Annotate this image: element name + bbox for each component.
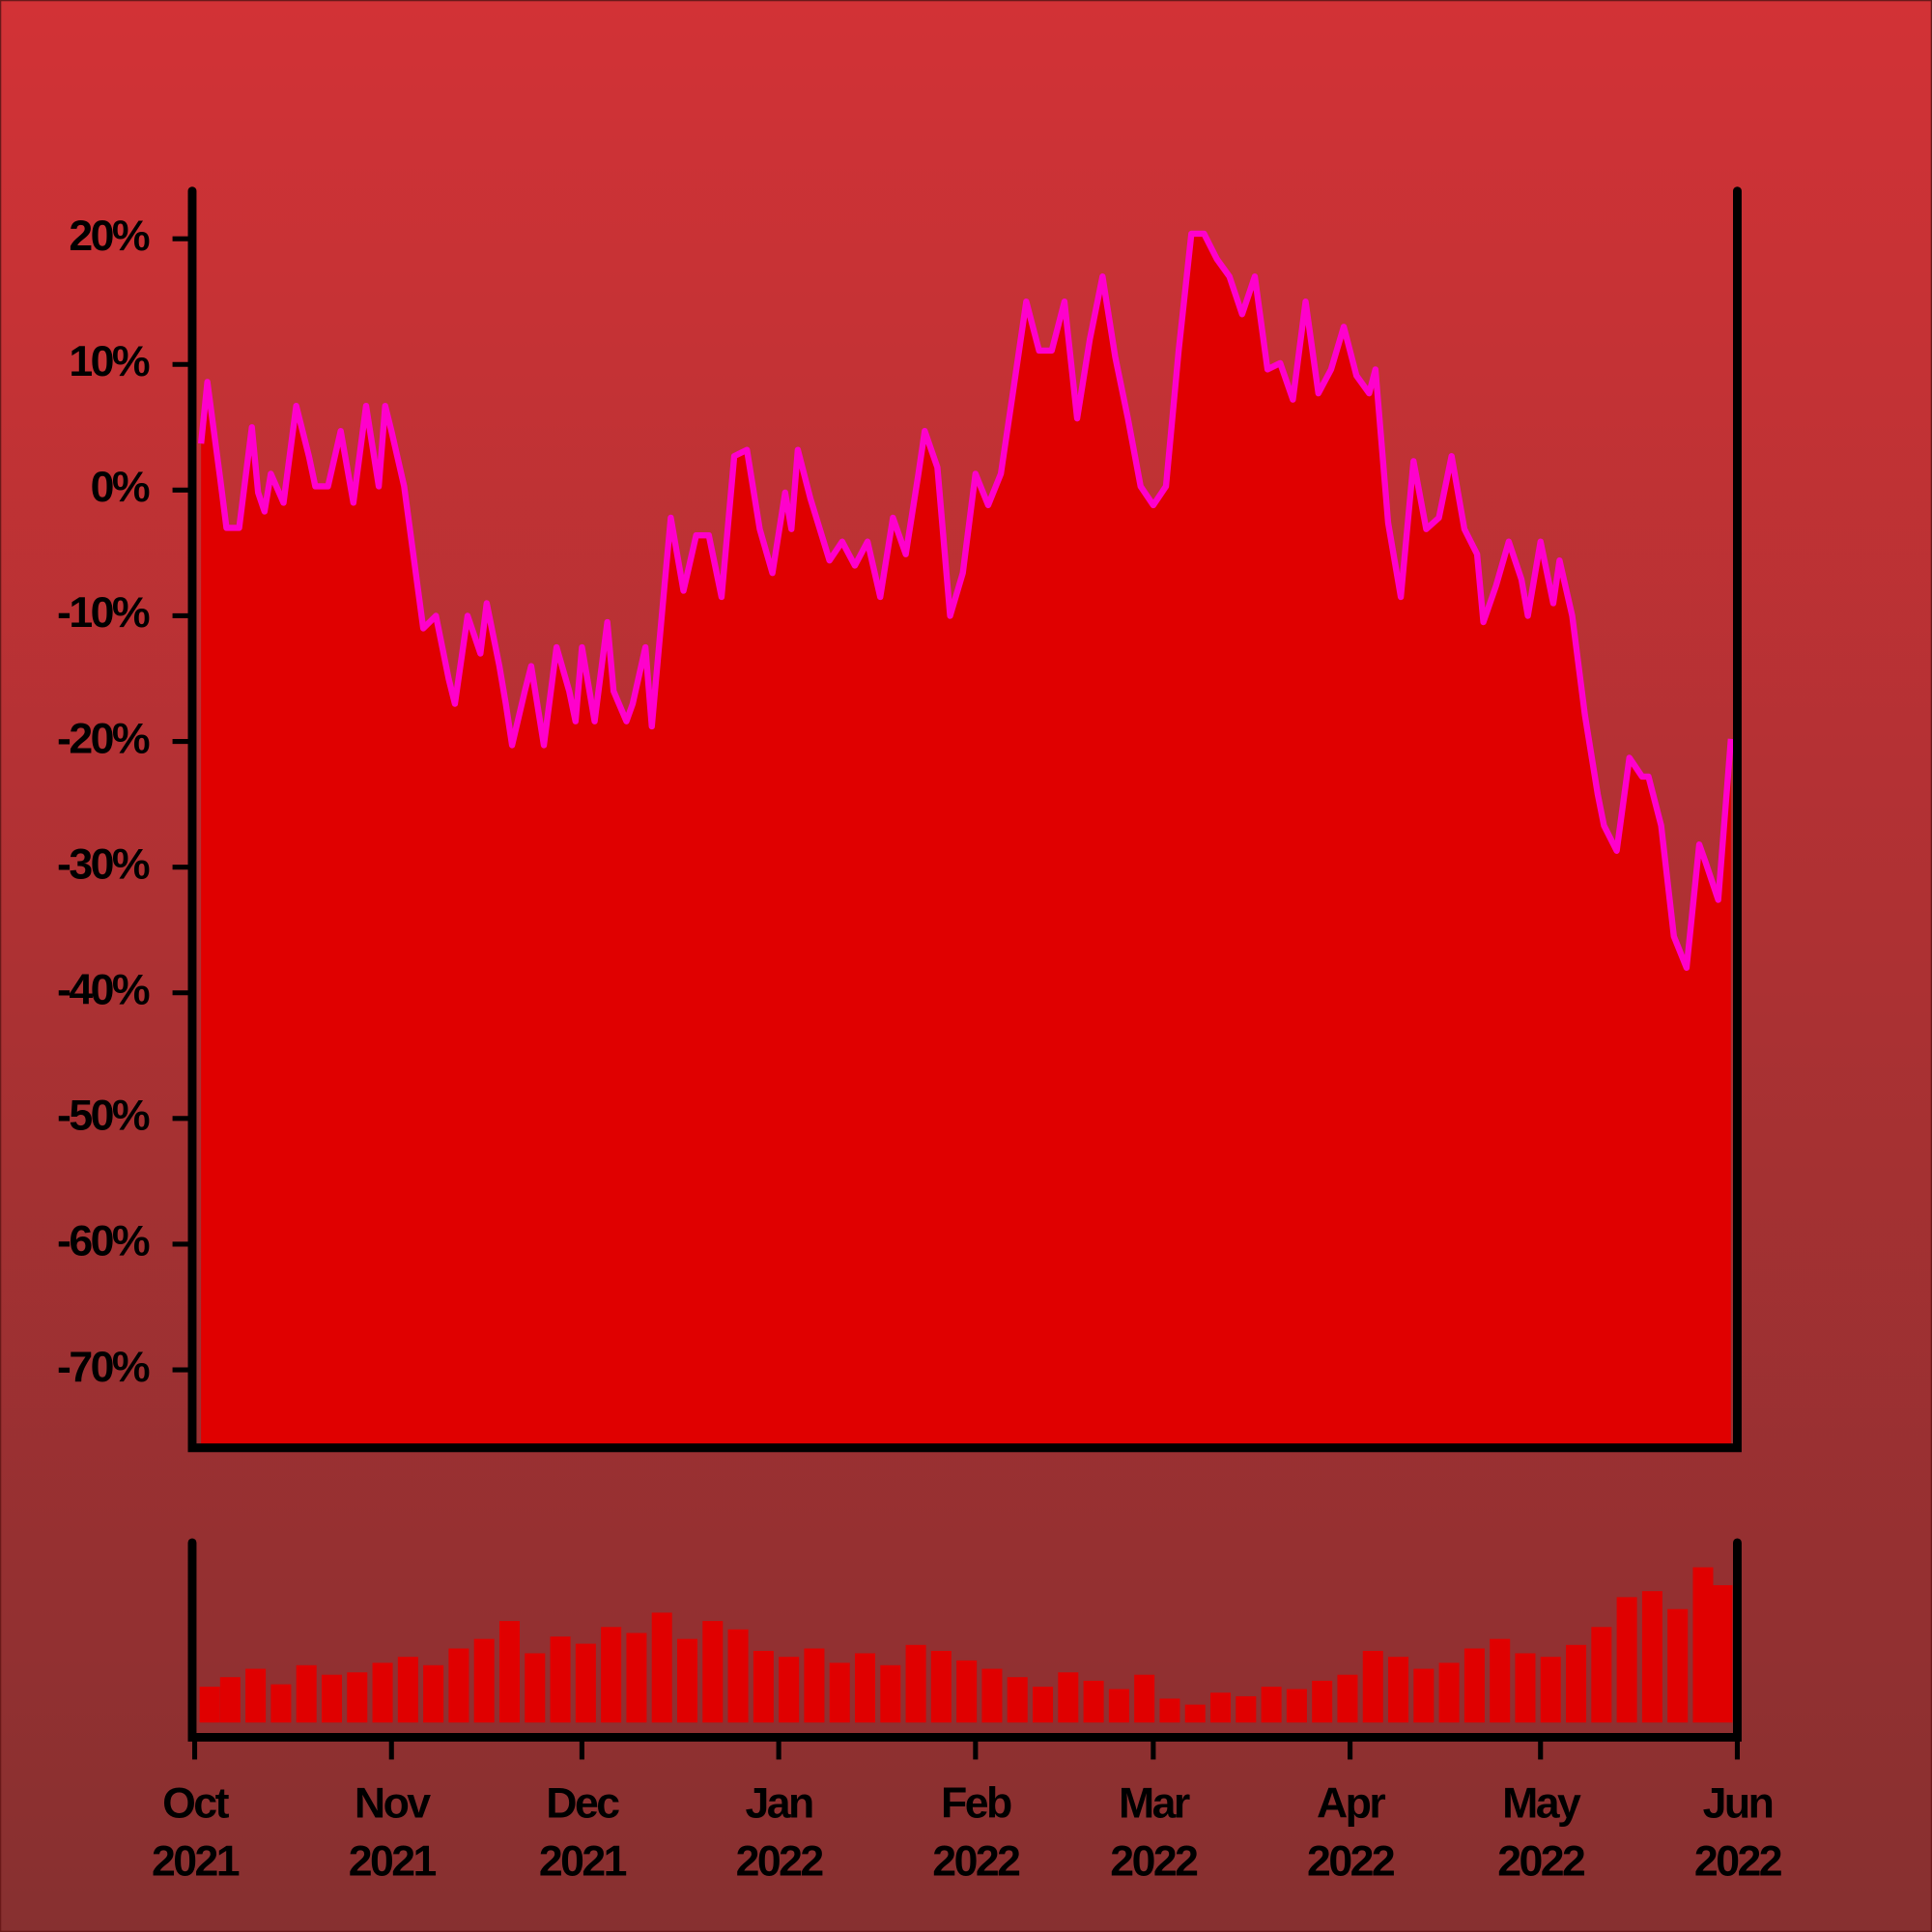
volume-bar (930, 1650, 952, 1723)
volume-bar (1712, 1584, 1733, 1723)
plot-layer: 20% 10% 0% -10% -20% -30% -40% -50% -60% -70% Oct 2… (57, 186, 1784, 1885)
volume-bar (1337, 1674, 1358, 1723)
volume-bar (702, 1621, 724, 1723)
volume-bar (1413, 1668, 1435, 1723)
axis-frame (187, 1538, 1742, 1742)
volume-bar (1362, 1650, 1383, 1723)
volume-bar (804, 1648, 825, 1723)
volume-bar (1388, 1657, 1409, 1723)
volume-bar (1159, 1698, 1180, 1723)
volume-bar (245, 1668, 267, 1723)
volume-bar (1184, 1704, 1206, 1723)
volume-bar (1692, 1567, 1714, 1723)
volume-bar (829, 1662, 850, 1723)
volume-bar (1515, 1653, 1536, 1723)
volume-bar (372, 1662, 393, 1723)
x-tick-label: Oct 2021 (152, 1779, 240, 1885)
y-tick-label: -50% (57, 1093, 150, 1140)
volume-bar (1286, 1689, 1307, 1723)
y-tick-label: -30% (57, 840, 150, 888)
volume-bar (1033, 1687, 1054, 1723)
volume-bar (219, 1677, 241, 1723)
axis-frame (187, 186, 1742, 1453)
x-tick-label: Dec 2021 (539, 1779, 627, 1885)
y-tick-label: 0% (91, 464, 150, 511)
volume-bar (270, 1684, 292, 1723)
y-tick-label: -20% (57, 715, 150, 762)
volume-bar (1134, 1674, 1155, 1723)
x-tick-label: Apr 2022 (1307, 1779, 1395, 1885)
volume-bar (1616, 1597, 1637, 1723)
volume-bar (347, 1672, 368, 1723)
y-tick-label: -70% (57, 1344, 150, 1391)
x-tick-label: Feb 2022 (932, 1779, 1020, 1885)
volume-bar (1083, 1680, 1104, 1723)
volume-bar (525, 1653, 546, 1723)
volume-bar (956, 1660, 978, 1723)
volume-bar (753, 1650, 774, 1723)
volume-bar (1667, 1608, 1689, 1723)
volume-bar (1261, 1687, 1282, 1723)
volume-bar (423, 1664, 444, 1723)
volume-bar (296, 1664, 317, 1723)
volume-bar (498, 1621, 521, 1723)
volume-bar (676, 1638, 698, 1723)
volume-bar (1490, 1638, 1511, 1723)
volume-bar (321, 1674, 342, 1723)
x-tick-label: Nov 2021 (349, 1779, 437, 1885)
volume-bar (1312, 1680, 1333, 1723)
volume-bar (880, 1664, 901, 1723)
volume-bar (1591, 1627, 1612, 1723)
y-tick-label: 10% (69, 338, 150, 385)
volume-bar (1058, 1672, 1079, 1723)
price-line (197, 230, 1735, 971)
volume-bar (905, 1644, 926, 1723)
volume-bar (199, 1687, 220, 1723)
volume-bar (397, 1657, 418, 1723)
y-tick-label: 20% (69, 213, 150, 260)
volume-bar (473, 1638, 495, 1723)
y-tick-label: -40% (57, 967, 150, 1014)
volume-bar (854, 1653, 876, 1723)
volume-bar (1463, 1648, 1485, 1723)
volume-bar (651, 1612, 672, 1723)
x-tick-label: May 2022 (1497, 1779, 1585, 1885)
volume-bar (626, 1633, 647, 1723)
volume-bar (575, 1643, 596, 1723)
volume-bar (1540, 1657, 1561, 1723)
volume-bar (1438, 1662, 1460, 1723)
x-tick-label: Jun 2022 (1694, 1779, 1782, 1885)
x-tick-label: Jan 2022 (736, 1779, 824, 1885)
volume-bar (448, 1648, 469, 1723)
y-tick-label: -10% (57, 589, 150, 637)
volume-bar (550, 1636, 571, 1723)
volume-bar (1641, 1591, 1662, 1723)
volume-bar (601, 1627, 622, 1723)
volume-bar (1566, 1644, 1587, 1723)
volume-bar (981, 1668, 1003, 1723)
volume-bar (1108, 1689, 1129, 1723)
volume-bar (779, 1657, 800, 1723)
area-fill (201, 233, 1731, 1448)
y-tick-label: -60% (57, 1218, 150, 1265)
volume-bar (727, 1629, 749, 1723)
volume-bar (1007, 1677, 1028, 1723)
x-tick-label: Mar 2022 (1110, 1779, 1198, 1885)
volume-bar (1210, 1692, 1232, 1723)
volume-bar (1236, 1695, 1257, 1723)
